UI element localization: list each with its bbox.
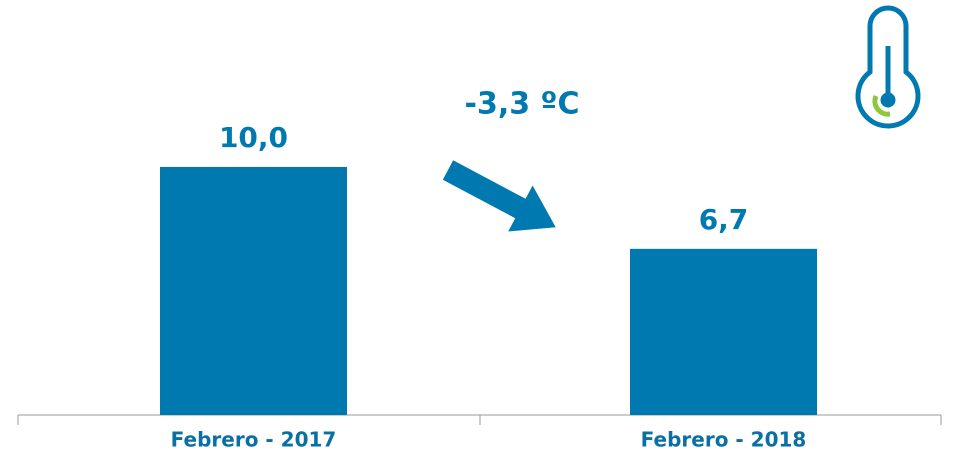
thermometer-icon (855, 5, 921, 129)
value-label: 6,7 (699, 203, 749, 236)
x-tick-label: Febrero - 2017 (171, 428, 337, 452)
value-label: 10,0 (219, 121, 288, 154)
x-tick-label: Febrero - 2018 (641, 428, 807, 452)
bar (160, 167, 347, 415)
annotation: -3,3 ºC (465, 87, 580, 122)
arrow (442, 160, 556, 232)
bar (630, 248, 817, 415)
